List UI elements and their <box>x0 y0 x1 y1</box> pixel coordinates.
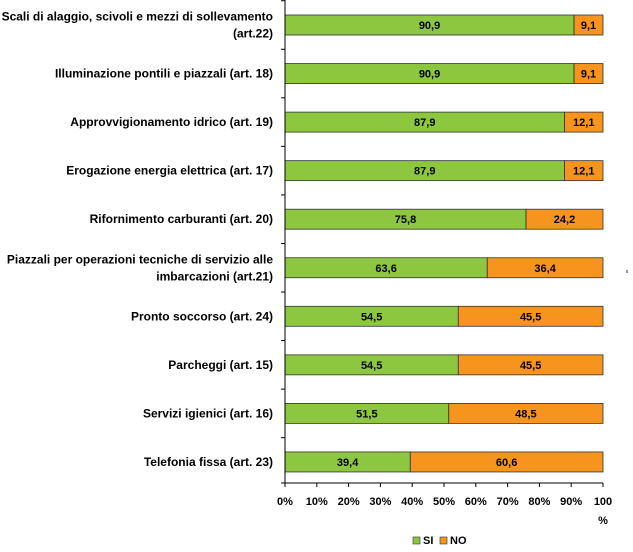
bars <box>284 14 604 473</box>
data-label-si: 63,6 <box>375 263 396 275</box>
category-labels: Scali di alaggio, scivoli e mezzi di sol… <box>2 10 274 469</box>
bar-no <box>448 402 604 424</box>
data-label-si: 90,9 <box>419 69 440 81</box>
x-tick-label: 70% <box>497 496 519 508</box>
x-axis <box>281 0 604 487</box>
data-label-no: 12,1 <box>573 166 594 178</box>
bar-no <box>573 14 604 36</box>
category-label: Scali di alaggio, scivoli e mezzi di sol… <box>2 10 273 41</box>
legend-swatch-no <box>439 536 448 545</box>
data-label-no: 9,1 <box>581 69 596 81</box>
bar-no <box>573 63 604 84</box>
bar-no <box>525 208 604 230</box>
bar-no <box>564 160 604 182</box>
legend-label-no: NO <box>450 535 467 547</box>
data-label-no: 36,4 <box>534 263 556 275</box>
data-label-si: 87,9 <box>414 166 435 178</box>
x-tick-label: 20% <box>338 496 360 508</box>
x-tick-label: 60% <box>465 496 487 508</box>
x-tick-label: 50% <box>433 496 455 508</box>
x-tick-label: 30% <box>369 496 391 508</box>
legend-label-si: SI <box>423 535 433 547</box>
data-label-si: 75,8 <box>395 214 416 226</box>
category-label: Erogazione energia elettrica (art. 17) <box>66 164 273 178</box>
x-tick-label: 0% <box>277 496 293 508</box>
category-label: Approvvigionamento idrico (art. 19) <box>70 115 273 129</box>
x-tick-label: 90% <box>560 496 582 508</box>
data-label-si: 54,5 <box>361 360 382 372</box>
x-tick-label: 40% <box>401 496 423 508</box>
bar-no <box>457 305 604 327</box>
x-unit-label: % <box>598 515 608 527</box>
data-label-si: 54,5 <box>361 311 382 323</box>
data-label-si: 90,9 <box>419 20 440 32</box>
bar-no <box>457 354 604 376</box>
data-label-no: 12,1 <box>573 117 594 129</box>
data-label-no: 45,5 <box>520 360 541 372</box>
category-label: Parcheggi (art. 15) <box>168 358 273 372</box>
category-label: Illuminazione pontili e piazzali (art. 1… <box>55 67 273 81</box>
x-tick-label: 100 <box>594 496 612 508</box>
data-labels: 90,9 9,1 90,9 9,1 87,9 12,1 87,9 12,1 75,8 24,2 63… <box>337 20 596 469</box>
bar-no <box>409 451 604 473</box>
x-tick-label: 10% <box>306 496 328 508</box>
category-label: Rifornimento carburanti (art. 20) <box>90 212 273 226</box>
data-label-si: 87,9 <box>414 117 435 129</box>
right-edge-marker <box>626 270 628 273</box>
x-tick-label: 80% <box>528 496 550 508</box>
data-label-no: 45,5 <box>520 311 541 323</box>
x-tick-labels: 0% 10% 20% 30% 40% 50% 60% 70% 80% 90% 100 <box>277 496 612 508</box>
legend: SI NO <box>412 535 467 547</box>
bar-no <box>564 111 604 133</box>
category-label: Pronto soccorso (art. 24) <box>131 309 273 323</box>
category-label: Servizi igienici (art. 16) <box>143 406 273 420</box>
data-label-si: 51,5 <box>356 408 377 420</box>
category-label: Telefonia fissa (art. 23) <box>144 455 273 469</box>
data-label-no: 60,6 <box>496 457 517 469</box>
legend-swatch-si <box>412 536 421 545</box>
data-label-no: 48,5 <box>515 408 536 420</box>
data-label-no: 9,1 <box>581 20 596 32</box>
data-label-no: 24,2 <box>554 214 575 226</box>
category-label: Piazzali per operazioni tecniche di serv… <box>7 252 273 283</box>
data-label-si: 39,4 <box>337 457 359 469</box>
bar-no <box>486 257 604 279</box>
